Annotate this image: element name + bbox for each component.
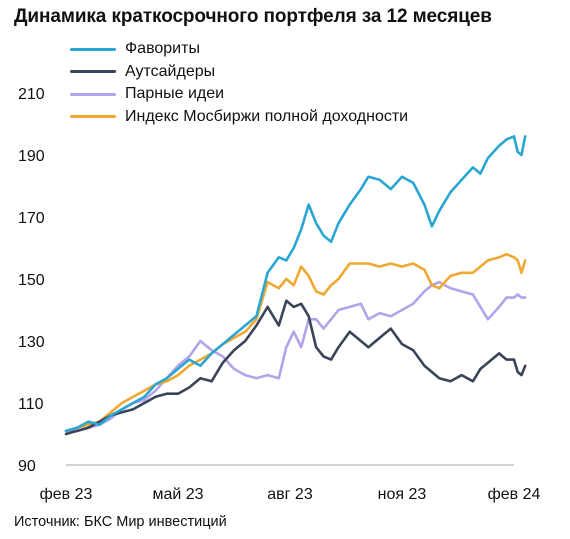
x-tick-label: авг 23: [267, 486, 313, 503]
chart-title: Динамика краткосрочного портфеля за 12 м…: [14, 6, 492, 27]
legend-label: Фавориты: [125, 40, 200, 58]
series-line-1: [64, 299, 527, 436]
legend-item: Индекс Мосбиржи полной доходности: [70, 106, 408, 129]
legend-swatch: [70, 115, 116, 119]
x-tick-label: ноя 23: [378, 486, 427, 503]
y-tick-label: 130: [18, 334, 45, 351]
series-line-0: [64, 135, 527, 433]
y-tick-label: 110: [18, 396, 44, 413]
y-tick-label: 170: [18, 210, 45, 227]
y-tick-label: 90: [18, 458, 36, 475]
legend-swatch: [70, 92, 116, 96]
x-tick-label: май 23: [152, 486, 203, 503]
legend-label: Аутсайдеры: [125, 62, 216, 80]
y-tick-label: 210: [18, 86, 45, 103]
series-line-2: [64, 280, 527, 433]
y-tick-label: 150: [18, 272, 45, 289]
x-tick-label: фев 24: [488, 486, 541, 503]
legend-item: Фавориты: [70, 38, 408, 61]
source-note: Источник: БКС Мир инвестиций: [14, 514, 227, 530]
legend-label: Парные идеи: [125, 85, 225, 103]
y-tick-label: 190: [18, 148, 45, 165]
legend: Фавориты Аутсайдеры Парные идеи Индекс Мосб…: [70, 38, 408, 128]
legend-swatch: [70, 47, 116, 51]
legend-label: Индекс Мосбиржи полной доходности: [125, 107, 409, 125]
series-line-3: [64, 252, 527, 433]
legend-item: Аутсайдеры: [70, 61, 408, 84]
x-tick-label: фев 23: [40, 486, 93, 503]
legend-item: Парные идеи: [70, 83, 408, 106]
legend-swatch: [70, 70, 116, 74]
